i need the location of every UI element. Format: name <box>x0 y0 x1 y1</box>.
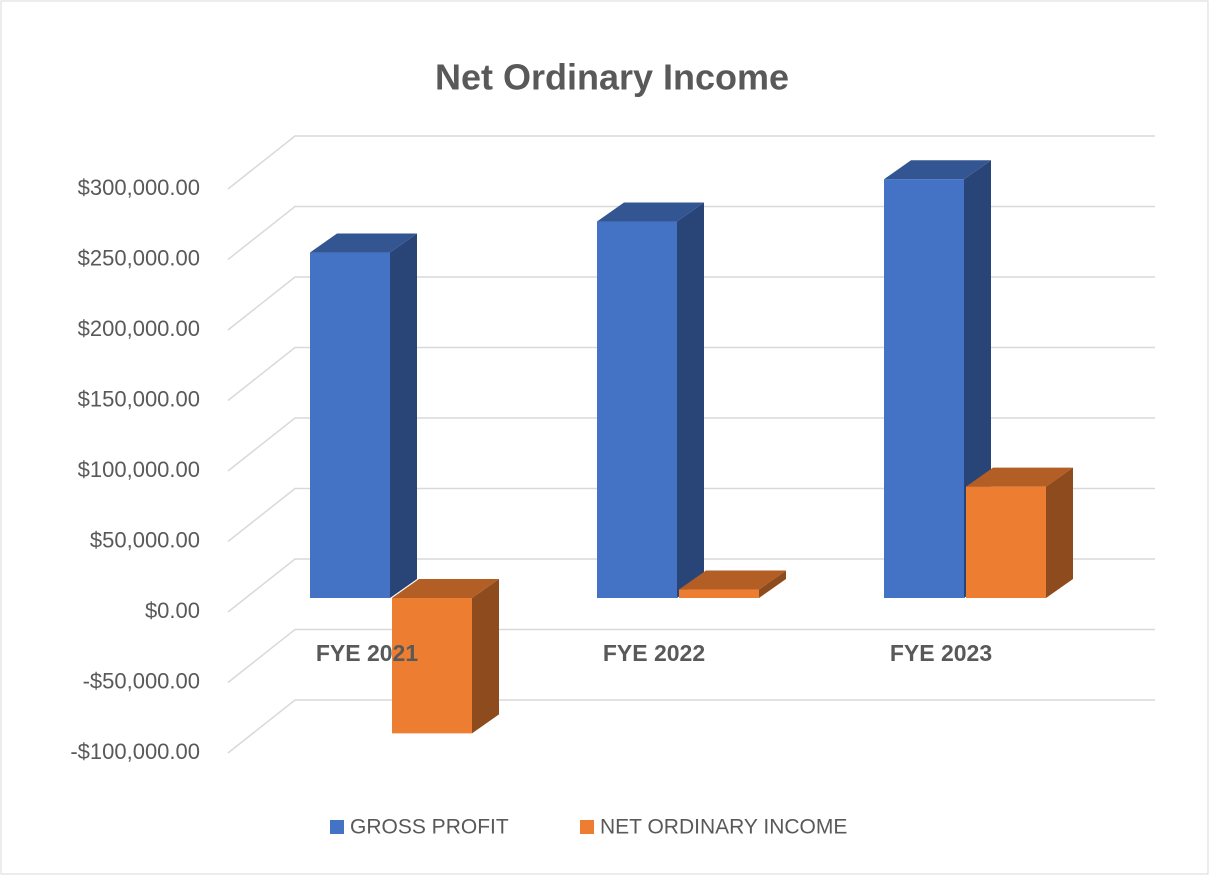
bar-top <box>310 233 417 253</box>
y-tick-label: $300,000.00 <box>78 175 200 200</box>
bar <box>679 589 759 598</box>
grid-line <box>227 628 1155 684</box>
legend-label: GROSS PROFIT <box>350 816 509 839</box>
bar <box>597 221 677 598</box>
legend-swatch <box>330 820 344 834</box>
bar-top <box>597 202 704 222</box>
y-tick-label: $0.00 <box>145 598 200 623</box>
y-tick-label: $50,000.00 <box>90 527 200 552</box>
y-tick-label: $200,000.00 <box>78 316 200 341</box>
grid-line <box>227 487 1155 543</box>
bar <box>884 179 964 599</box>
legend-label: NET ORDINARY INCOME <box>600 816 847 839</box>
bar-top <box>392 579 499 598</box>
grid-line <box>227 699 1155 754</box>
x-tick-label: FYE 2023 <box>890 640 992 666</box>
bar-top <box>884 160 991 180</box>
bar-side <box>472 579 499 734</box>
y-tick-label: $150,000.00 <box>78 386 200 411</box>
grid-line <box>227 346 1155 402</box>
bar-top <box>679 570 786 590</box>
x-tick-label: FYE 2021 <box>316 640 418 666</box>
bar-side <box>1046 467 1073 598</box>
y-tick-label: $250,000.00 <box>78 245 200 270</box>
y-tick-label: $100,000.00 <box>78 457 200 482</box>
chart-title: Net Ordinary Income <box>435 57 789 98</box>
bar-top <box>966 467 1073 487</box>
grid-line <box>227 276 1155 331</box>
x-tick-label: FYE 2022 <box>603 640 705 666</box>
bar-side <box>390 233 417 599</box>
grid-line <box>227 417 1155 472</box>
bar <box>966 486 1046 598</box>
grid-line <box>227 135 1155 190</box>
bar <box>392 598 472 734</box>
grid-line <box>227 205 1155 261</box>
y-tick-label: -$50,000.00 <box>83 668 200 693</box>
legend-swatch <box>580 820 594 834</box>
bar-side <box>677 202 704 598</box>
bar <box>310 252 390 599</box>
bar-side <box>759 570 786 598</box>
y-tick-label: -$100,000.00 <box>70 739 200 764</box>
grid-line <box>227 558 1155 613</box>
